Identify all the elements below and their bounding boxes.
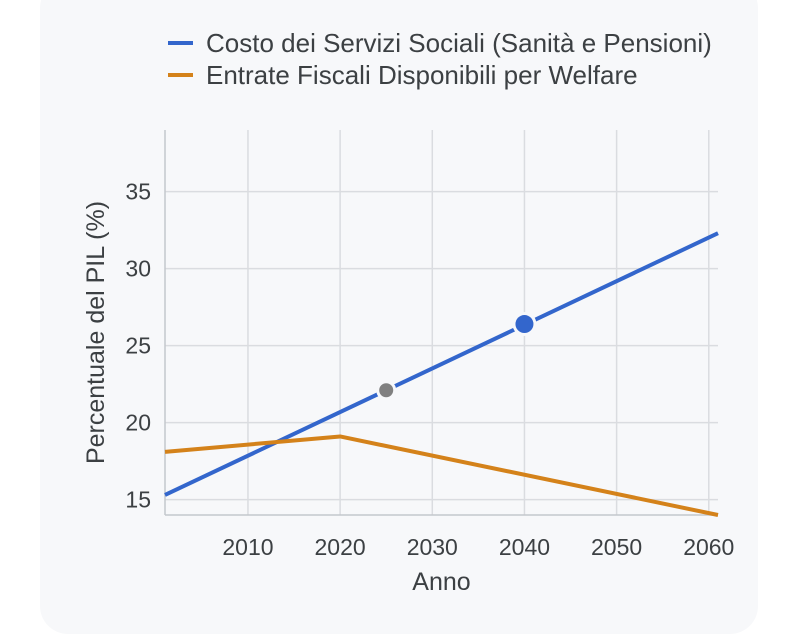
x-tick-label: 2050	[591, 534, 642, 560]
series-group	[164, 231, 719, 517]
y-tick-label: 20	[125, 410, 151, 436]
series-line-1	[164, 231, 719, 497]
grid	[165, 130, 718, 515]
markers-group	[376, 312, 537, 401]
x-tick-label: 2010	[222, 534, 273, 560]
series-line-2	[164, 434, 719, 517]
y-tick-label: 25	[125, 333, 151, 359]
y-tick-label: 30	[125, 256, 151, 282]
y-tick-label: 15	[125, 487, 151, 513]
y-axis-label: Percentuale del PIL (%)	[82, 201, 110, 464]
point-marker	[515, 315, 534, 334]
x-tick-label: 2040	[499, 534, 550, 560]
legend-label: Entrate Fiscali Disponibili per Welfare	[206, 60, 638, 90]
legend: Costo dei Servizi Sociali (Sanità e Pens…	[168, 28, 712, 90]
legend-label: Costo dei Servizi Sociali (Sanità e Pens…	[206, 28, 712, 58]
chart-card	[40, 0, 758, 634]
point-marker	[379, 383, 394, 398]
x-tick-label: 2030	[407, 534, 458, 560]
y-tick-label: 35	[125, 179, 151, 205]
x-tick-label: 2060	[683, 534, 734, 560]
axes: 2010 2020 2030 2040 2050 2060 15 20 25 30 35	[125, 130, 734, 560]
x-tick-label: 2020	[315, 534, 366, 560]
x-axis-label: Anno	[412, 568, 470, 596]
